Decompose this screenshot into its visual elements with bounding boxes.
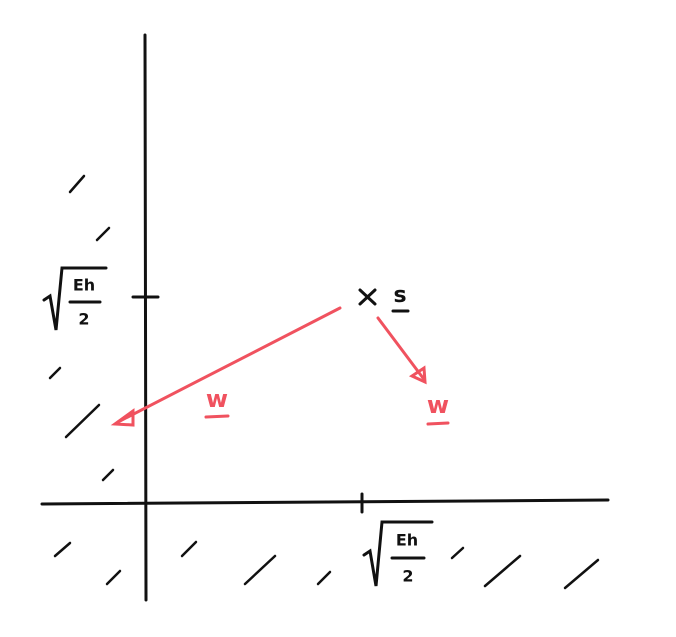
y-tick-label: Eh 2 xyxy=(42,266,108,331)
vector: w xyxy=(110,306,342,427)
vector-label: w xyxy=(206,385,228,413)
x-tick-label: Eh 2 xyxy=(362,520,434,587)
vector: w xyxy=(376,316,450,426)
point-label: s xyxy=(393,283,406,308)
x-axis xyxy=(40,498,610,506)
vector-label: w xyxy=(427,391,449,419)
numerator: Eh xyxy=(73,276,95,295)
denominator: 2 xyxy=(402,567,413,586)
numerator: Eh xyxy=(396,531,418,550)
y-axis xyxy=(143,33,148,602)
hatching xyxy=(48,174,600,590)
point: s xyxy=(358,283,410,313)
denominator: 2 xyxy=(78,310,89,329)
